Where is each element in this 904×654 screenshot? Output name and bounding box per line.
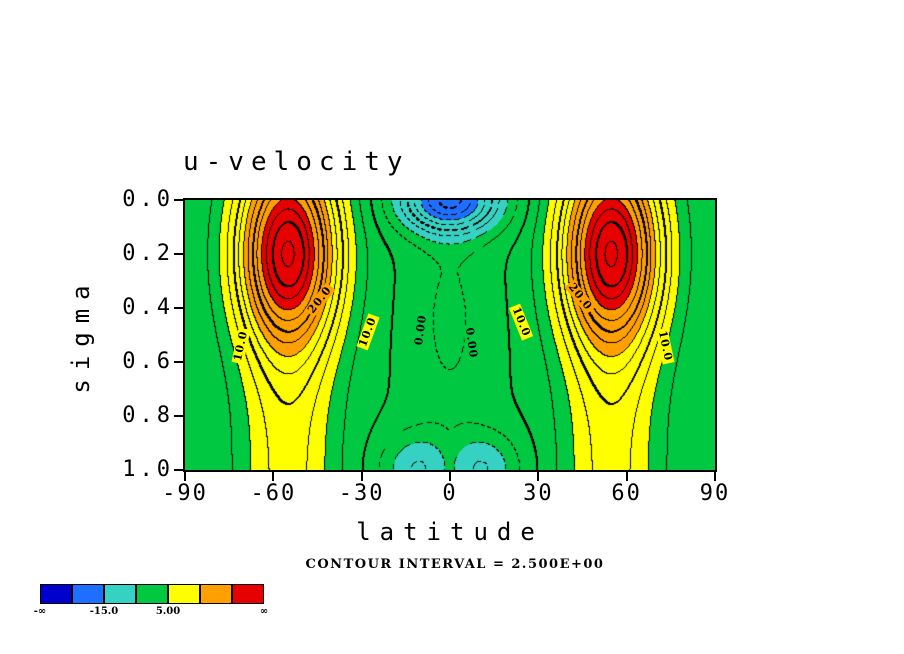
colorbar-segment	[136, 584, 168, 604]
colorbar	[40, 584, 264, 604]
colorbar-label: -15.0	[89, 606, 119, 617]
y-tick-label: 0.0	[122, 187, 174, 212]
y-tick-label: 0.2	[122, 241, 174, 266]
colorbar-label: 5.00	[155, 606, 181, 617]
x-axis-tick	[714, 472, 716, 481]
colorbar-label: -∞	[33, 606, 47, 617]
colorbar-segment	[200, 584, 232, 604]
y-axis-label: sigma	[67, 276, 95, 394]
y-axis-tick	[174, 361, 183, 363]
y-axis-tick	[174, 199, 183, 201]
y-tick-label: 0.8	[122, 403, 174, 428]
y-tick-label: 0.6	[122, 349, 174, 374]
x-axis-tick	[360, 472, 363, 481]
x-axis-tick	[184, 472, 186, 481]
x-tick-label: -30	[338, 481, 385, 506]
x-tick-label: -90	[162, 481, 208, 506]
colorbar-segment	[72, 584, 104, 604]
y-tick-label: 0.4	[122, 295, 174, 320]
y-axis-tick	[174, 307, 183, 309]
x-tick-label: 60	[611, 481, 642, 506]
colorbar-segment	[232, 584, 264, 604]
colorbar-segment	[104, 584, 136, 604]
colorbar-segment	[40, 584, 72, 604]
colorbar-labels: -∞ -15.0 5.00 ∞	[0, 604, 904, 620]
colorbar-segment	[168, 584, 200, 604]
colorbar-label: ∞	[259, 606, 269, 617]
x-axis-tick	[625, 472, 628, 481]
x-axis-tick	[449, 472, 451, 481]
contour-interval-note: CONTOUR INTERVAL = 2.500E+00	[305, 557, 605, 572]
y-axis-tick	[174, 253, 183, 255]
y-axis-tick	[174, 469, 183, 471]
x-axis-tick	[272, 472, 275, 481]
y-axis-tick	[174, 415, 183, 417]
contour-canvas	[185, 200, 715, 470]
plot-title: u-velocity	[183, 147, 410, 177]
plot-frame: 10.0 20.0 10.0 0.00 0.00 10.0 20.0 10.0	[183, 198, 717, 472]
x-axis-tick	[537, 472, 540, 481]
y-tick-label: 1.0	[122, 457, 174, 482]
x-tick-label: 0	[442, 481, 458, 506]
x-tick-label: -60	[250, 481, 297, 506]
x-tick-label: 30	[523, 481, 554, 506]
x-axis-label: latitude	[356, 518, 544, 546]
x-tick-label: 90	[699, 481, 731, 506]
